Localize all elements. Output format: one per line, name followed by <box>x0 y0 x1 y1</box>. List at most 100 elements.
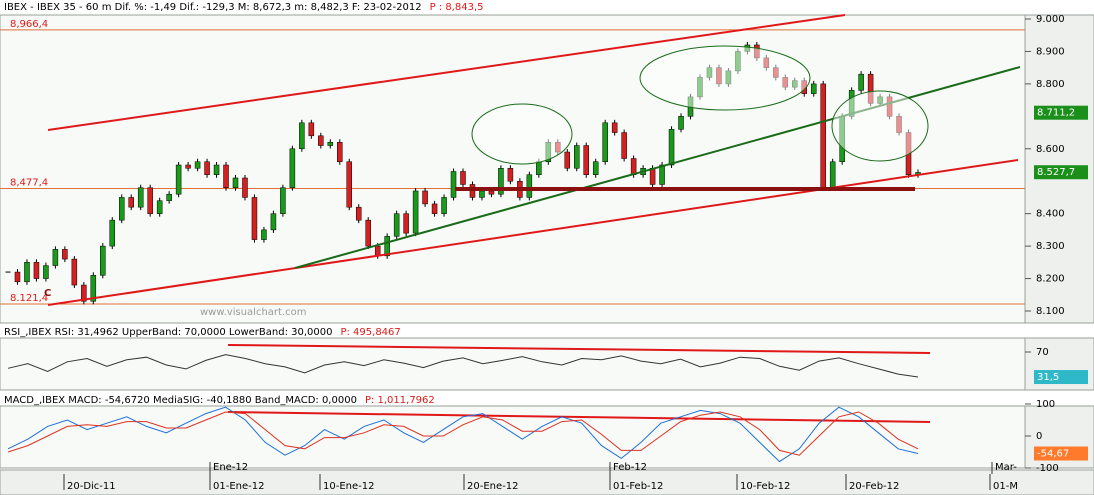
candle <box>630 158 637 175</box>
level-label: 8,477,4 <box>10 178 48 189</box>
candle <box>564 151 571 169</box>
candle <box>621 132 627 159</box>
candle <box>270 213 277 231</box>
candle <box>346 161 352 208</box>
y-tick-label: 8.900 <box>1036 46 1065 57</box>
candle <box>412 190 419 234</box>
candle <box>223 164 229 188</box>
y-tick-label: -100 <box>1036 463 1059 474</box>
ellipse <box>639 45 811 111</box>
candle <box>299 122 305 150</box>
candle <box>318 135 324 146</box>
marker-label-box <box>1034 370 1088 385</box>
candle <box>24 262 30 283</box>
candle <box>71 258 78 286</box>
candle <box>33 262 40 279</box>
macd-trend <box>227 411 931 423</box>
candle <box>194 161 201 169</box>
candle <box>829 161 836 188</box>
price-marker-box <box>1034 105 1088 120</box>
x-tick-label: 10-Ene-12 <box>323 481 374 492</box>
candle <box>422 190 428 205</box>
candle <box>507 167 514 182</box>
candle <box>431 203 438 214</box>
candle <box>251 197 258 240</box>
y-tick-label: 8.300 <box>1036 241 1065 252</box>
candle <box>858 73 864 91</box>
x-top-label: Ene-12 <box>213 462 248 473</box>
ellipse <box>831 90 929 162</box>
candle <box>308 122 315 137</box>
candle <box>232 177 239 188</box>
candle <box>204 161 210 175</box>
candle <box>374 245 381 257</box>
panel-title: IBEX - IBEX 35 - 60 m Dif. %: -1,49 Dif.… <box>4 2 422 13</box>
candle <box>574 145 580 169</box>
candle <box>81 284 87 302</box>
candle <box>820 83 826 188</box>
candle <box>156 200 163 214</box>
candle <box>43 265 49 279</box>
indicator-line <box>7 411 919 456</box>
watermark: www.visualchart.com <box>200 307 306 318</box>
candle <box>14 271 21 283</box>
candle <box>479 190 485 198</box>
x-tick-label: 10-Feb-12 <box>740 481 790 492</box>
price-marker-box <box>1034 165 1088 180</box>
candle <box>52 249 59 266</box>
candle <box>384 236 390 257</box>
candle <box>460 171 466 185</box>
candle <box>213 164 220 175</box>
candle <box>659 164 665 185</box>
y-tick-label: 8.100 <box>1036 306 1065 317</box>
rsi-trend <box>227 344 931 354</box>
candle <box>668 129 675 166</box>
marker-label: 31,5 <box>1037 372 1059 383</box>
annotation: C <box>44 288 51 299</box>
candle <box>403 213 409 234</box>
candle <box>355 206 362 221</box>
marker-label-box <box>1034 446 1088 461</box>
candle <box>611 122 618 133</box>
candle <box>327 142 334 146</box>
indicator-line <box>7 406 919 463</box>
x-tick-label: 01-M <box>993 481 1018 492</box>
candle <box>100 245 106 276</box>
candle <box>62 249 68 260</box>
last-price: P: 495,8467 <box>340 327 400 338</box>
candle <box>128 197 134 208</box>
candle <box>526 174 533 198</box>
y-tick-label: 8.400 <box>1036 209 1065 220</box>
y-tick-label: 8.800 <box>1036 79 1065 90</box>
candle <box>261 229 267 240</box>
y-tick-label: 8.600 <box>1036 144 1065 155</box>
x-tick-label: 20-Feb-12 <box>849 481 899 492</box>
y-tick-label: 70 <box>1036 347 1049 358</box>
price-marker: 8.711,2 <box>1037 108 1075 119</box>
time-axis <box>0 469 1094 495</box>
lower-channel <box>47 159 1019 306</box>
candle <box>536 161 542 175</box>
candle <box>602 122 608 163</box>
x-tick-label: 01-Ene-12 <box>213 481 264 492</box>
panel-title: MACD_,IBEX MACD: -54,6720 MediaSIG: -40,… <box>4 395 357 406</box>
level-label: 8.121,4 <box>10 293 48 304</box>
last-price: P: 1,011,7962 <box>365 395 435 406</box>
candle <box>90 275 97 302</box>
candle <box>289 148 296 188</box>
candle <box>810 83 817 94</box>
candle <box>119 197 125 221</box>
candle <box>488 190 495 195</box>
candle <box>498 167 504 195</box>
candle <box>649 167 656 185</box>
candle <box>583 145 589 175</box>
y-tick-label: 0 <box>1036 431 1042 442</box>
x-top-label: Feb-12 <box>613 462 647 473</box>
panel-title: RSI_,IBEX RSI: 31,4962 UpperBand: 70,000… <box>4 327 332 338</box>
x-tick-label: 20-Dic-11 <box>67 481 116 492</box>
candle <box>441 197 447 214</box>
x-tick-label: 01-Feb-12 <box>613 481 663 492</box>
level-label: 8,966,4 <box>10 19 48 30</box>
y-tick-label: 100 <box>1036 399 1055 410</box>
